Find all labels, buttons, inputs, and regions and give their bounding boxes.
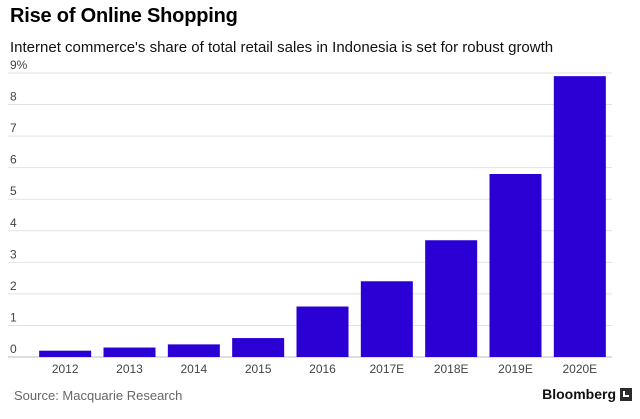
- brand-logo: Bloomberg: [542, 386, 632, 402]
- x-tick-label: 2020E: [562, 362, 597, 376]
- bar-2020E: [553, 76, 606, 358]
- y-tick-label: 6: [10, 153, 17, 167]
- x-tick-label: 2016: [309, 362, 336, 376]
- y-tick-label: 5: [10, 184, 17, 198]
- chart-title: Rise of Online Shopping: [10, 5, 238, 27]
- source-note: Source: Macquarie Research: [14, 388, 183, 403]
- x-tick-label: 2014: [180, 362, 207, 376]
- x-tick-label: 2015: [245, 362, 272, 376]
- bar-2013: [103, 347, 156, 357]
- brand-name: Bloomberg: [542, 386, 616, 402]
- x-tick-label: 2019E: [498, 362, 533, 376]
- bar-2017E: [360, 281, 413, 357]
- bar-2016: [296, 306, 349, 357]
- y-tick-label: 7: [10, 121, 17, 135]
- bar-2014: [167, 344, 220, 357]
- chart-subtitle: Internet commerce's share of total retai…: [10, 39, 554, 56]
- x-tick-label: 2018E: [434, 362, 469, 376]
- y-tick-label: 0: [10, 342, 17, 356]
- bar-2015: [232, 338, 285, 357]
- bar-2019E: [489, 173, 542, 357]
- bar-2018E: [425, 240, 478, 357]
- bar-2012: [39, 350, 92, 357]
- y-tick-label: 3: [10, 247, 17, 261]
- y-tick-label: 2: [10, 279, 17, 293]
- y-tick-label: 9%: [10, 58, 28, 72]
- y-tick-label: 1: [10, 310, 17, 324]
- x-tick-label: 2013: [116, 362, 143, 376]
- x-tick-label: 2012: [52, 362, 79, 376]
- y-tick-label: 4: [10, 216, 17, 230]
- y-tick-label: 8: [10, 90, 17, 104]
- bloomberg-logo-icon: [620, 387, 632, 401]
- x-tick-label: 2017E: [369, 362, 404, 376]
